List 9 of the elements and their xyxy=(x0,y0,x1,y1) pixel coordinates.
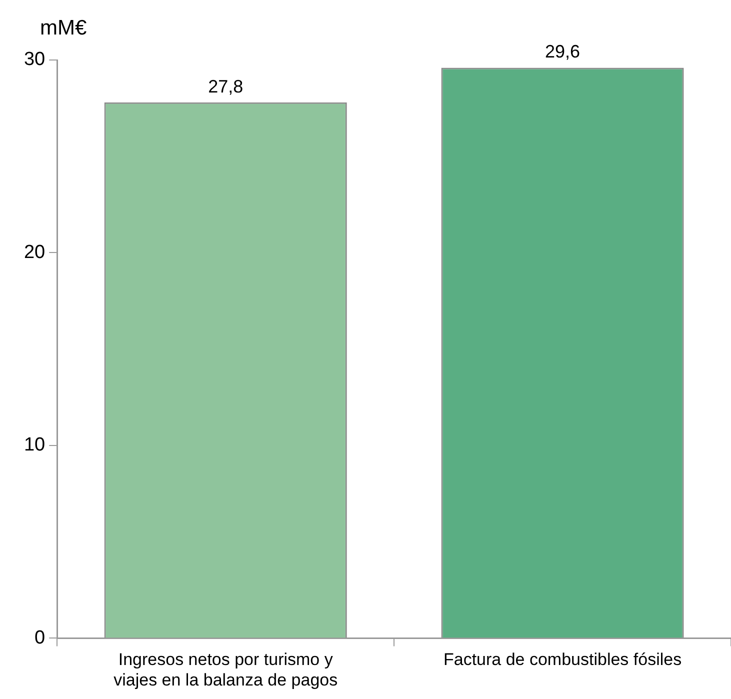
x-tick-label: Factura de combustibles fósiles xyxy=(443,650,682,670)
y-tick-label: 10 xyxy=(24,434,46,456)
y-tick-label: 30 xyxy=(24,49,46,70)
y-tick-label: 20 xyxy=(24,242,46,263)
x-tick-label: Ingresos netos por turismo y viajes en la balanza de pagos xyxy=(114,650,338,690)
y-tick-label: 0 xyxy=(34,627,46,648)
data-label: 27,8 xyxy=(208,76,244,96)
y-axis-title: mM€ xyxy=(40,16,87,40)
data-label: 29,6 xyxy=(545,42,580,62)
